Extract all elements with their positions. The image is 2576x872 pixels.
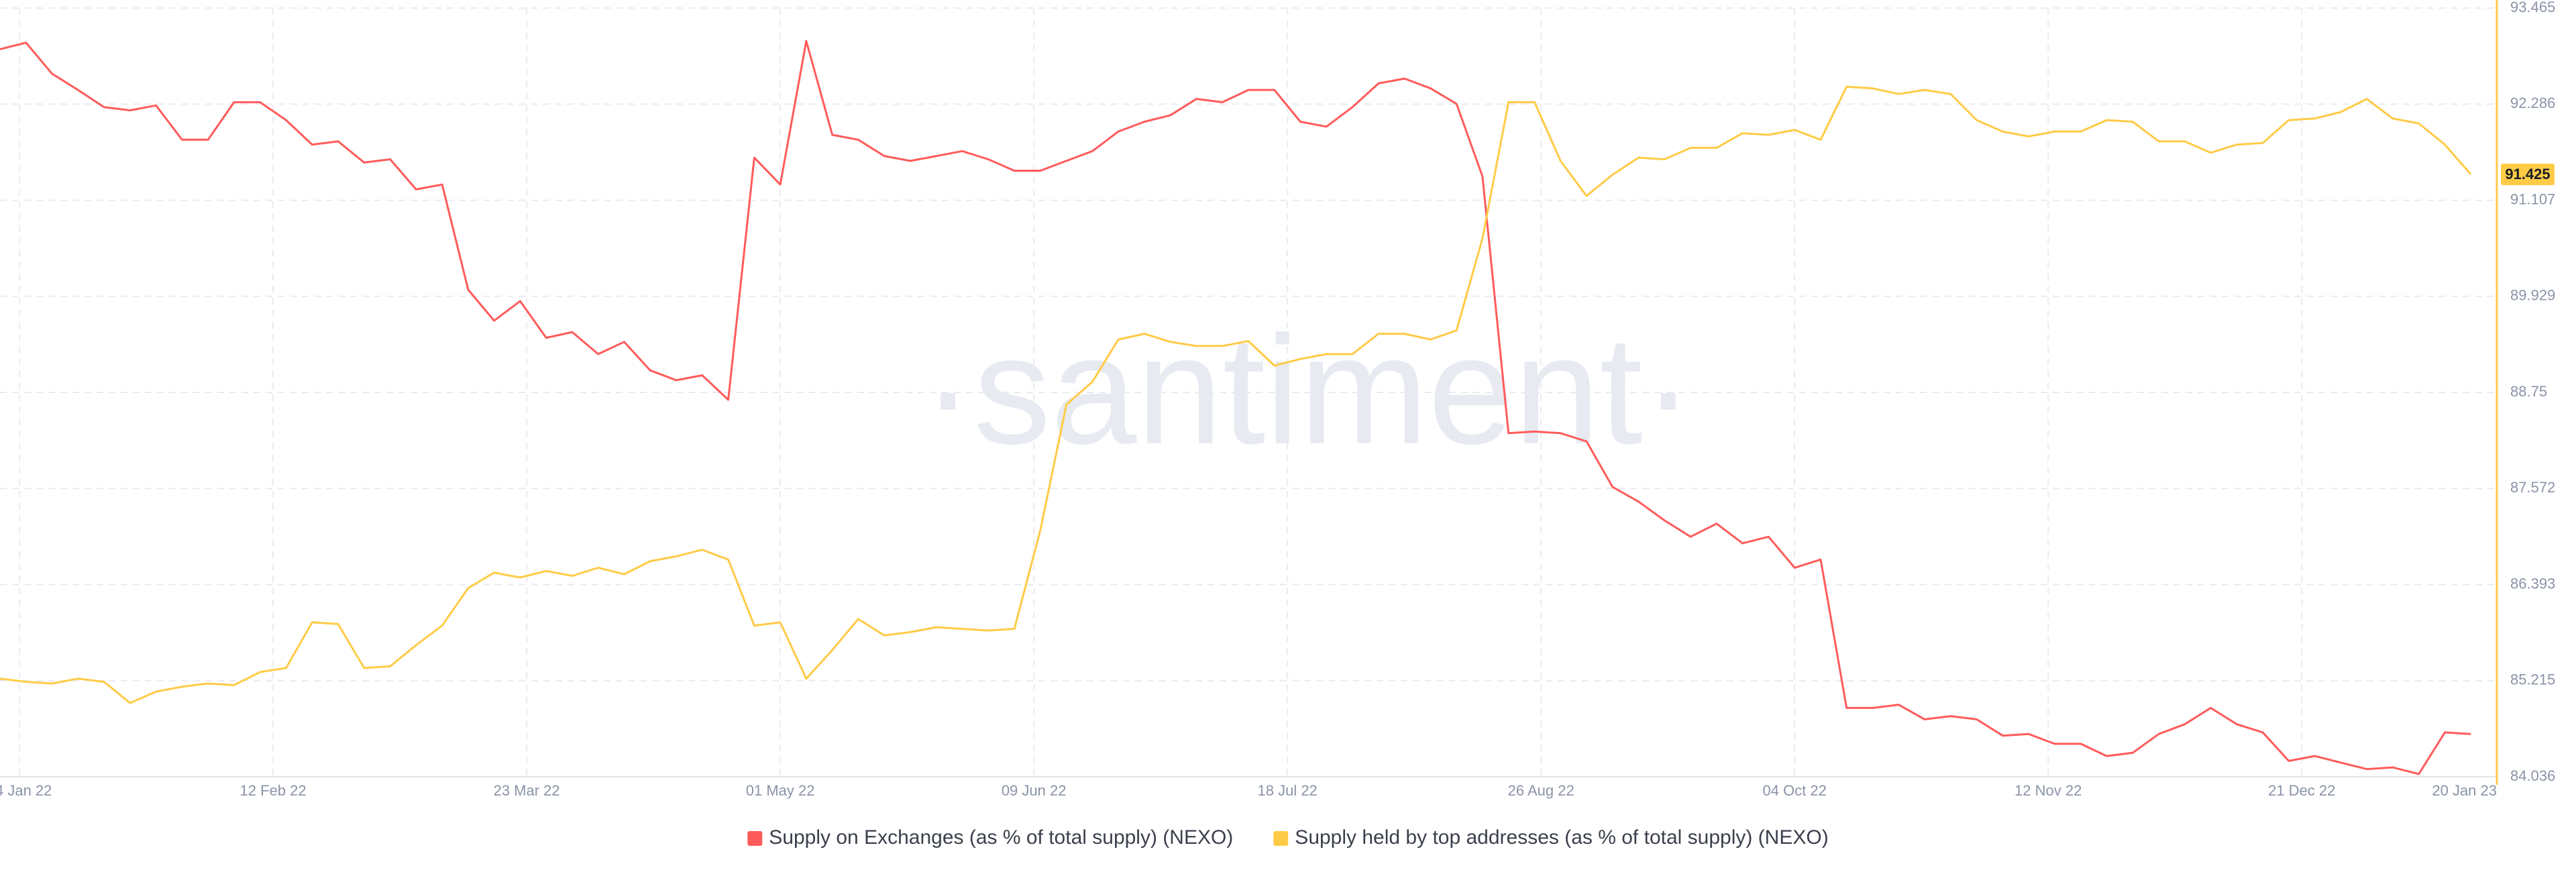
x-tick-label: 21 Dec 22 xyxy=(2268,782,2335,799)
x-tick-label: 26 Aug 22 xyxy=(1508,782,1574,799)
y-tick-label: 84.036 xyxy=(2510,767,2555,784)
y-tick-label: 86.393 xyxy=(2510,575,2555,592)
y-tick-label: 89.929 xyxy=(2510,287,2555,304)
x-tick-label: 04 Jan 22 xyxy=(0,782,52,799)
x-tick-label: 09 Jun 22 xyxy=(1002,782,1067,799)
y-tick-label: 91.107 xyxy=(2510,190,2555,207)
x-tick-label: 20 Jan 23 xyxy=(2432,782,2497,799)
y-tick-label: 85.215 xyxy=(2510,671,2555,688)
x-tick-label: 12 Feb 22 xyxy=(240,782,307,799)
x-tick-label: 18 Jul 22 xyxy=(1258,782,1318,799)
y-tick-label: 88.75 xyxy=(2510,383,2547,400)
series-line xyxy=(0,85,2472,704)
y-tick-label: 92.286 xyxy=(2510,95,2555,111)
series-line xyxy=(0,40,2471,775)
x-tick-label: 12 Nov 22 xyxy=(2015,782,2082,799)
watermark: ·santiment· xyxy=(922,304,1694,476)
x-tick-label: 23 Mar 22 xyxy=(494,782,560,799)
legend-swatch xyxy=(747,831,763,846)
x-tick-label: 04 Oct 22 xyxy=(1762,782,1826,799)
legend-swatch xyxy=(1273,831,1289,846)
y-tick-label: 87.572 xyxy=(2510,479,2555,496)
x-tick-label: 01 May 22 xyxy=(746,782,815,799)
legend: Supply on Exchanges (as % of total suppl… xyxy=(747,826,1829,849)
last-value-badge xyxy=(2501,163,2555,185)
last-value-label: 91.425 xyxy=(2505,166,2550,182)
legend-label: Supply held by top addresses (as % of to… xyxy=(1295,826,1828,849)
legend-label: Supply on Exchanges (as % of total suppl… xyxy=(769,826,1233,849)
y-tick-label: 93.465 xyxy=(2510,0,2555,15)
